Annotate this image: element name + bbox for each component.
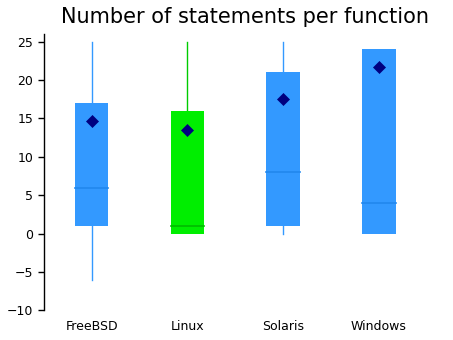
Title: Number of statements per function: Number of statements per function <box>61 7 429 27</box>
Bar <box>266 72 300 226</box>
Bar <box>75 103 108 226</box>
Bar <box>171 111 204 234</box>
Bar <box>362 49 396 234</box>
